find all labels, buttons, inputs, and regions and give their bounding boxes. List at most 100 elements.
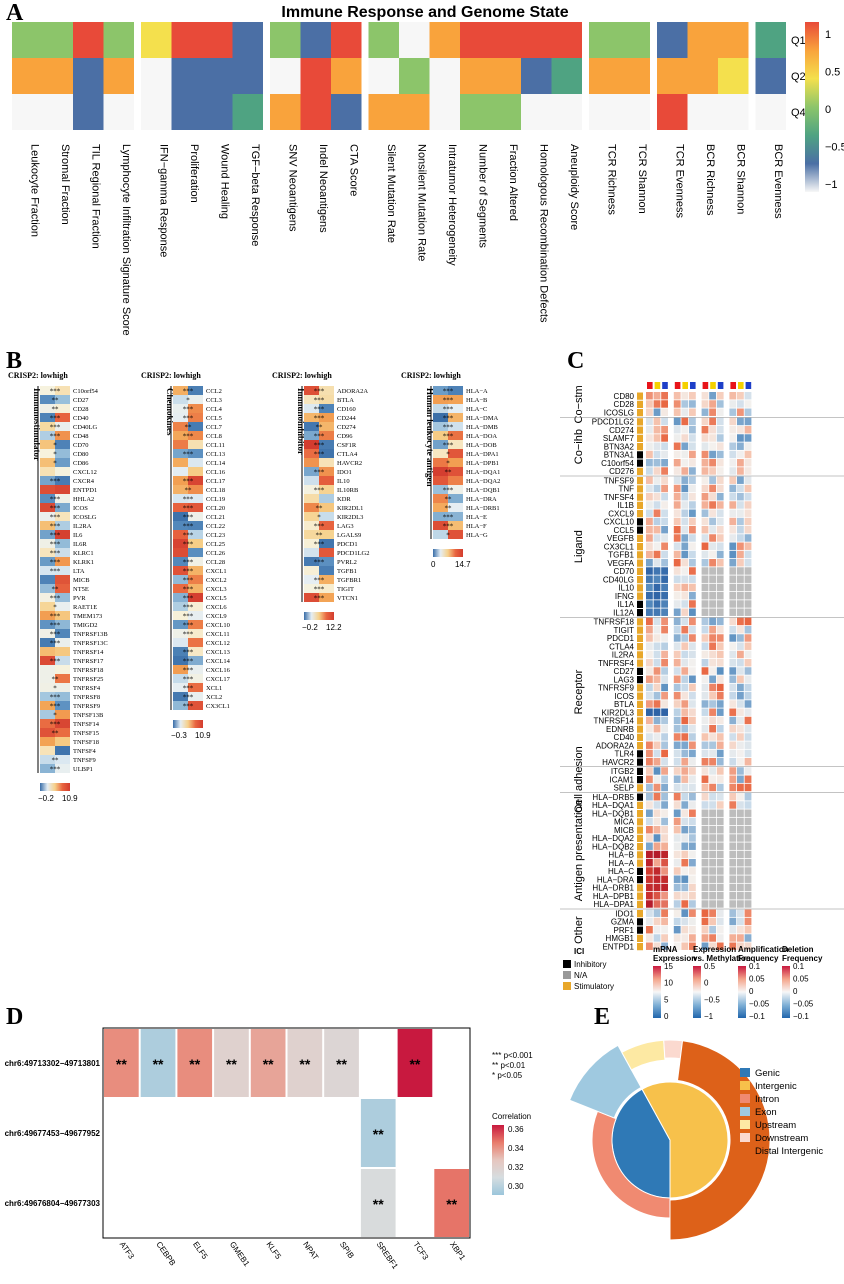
panel-b-legend-max: 10.9 xyxy=(62,794,78,803)
panel-c-cell xyxy=(737,708,744,716)
panel-c-cell xyxy=(744,942,752,950)
panel-b-header: CRISP2: lowhigh xyxy=(141,371,201,380)
panel-b-cell-low xyxy=(40,764,55,773)
panel-b-gene-label: IDO1 xyxy=(337,469,352,476)
panel-b-star: *** xyxy=(50,532,61,540)
panel-c-cell xyxy=(729,550,737,559)
panel-c-cell xyxy=(661,926,668,934)
panel-b-star: *** xyxy=(183,523,194,531)
panel-c-cell xyxy=(737,408,744,416)
panel-c-cell xyxy=(716,741,724,749)
panel-c-cell xyxy=(661,716,668,725)
panel-b-gene-label: CD40 xyxy=(73,415,89,422)
panel-c-cell xyxy=(689,883,696,892)
panel-c-cell xyxy=(701,634,709,642)
panel-c-cell xyxy=(716,526,724,534)
panel-b-cell-high xyxy=(55,449,70,458)
panel-c-gene-label: CD27 xyxy=(614,667,635,676)
panel-c-cell xyxy=(653,883,661,892)
panel-a-col-label: Number of Segments xyxy=(476,144,488,248)
panel-c-cell xyxy=(653,817,661,826)
panel-d-cell xyxy=(250,1029,286,1097)
panel-a-cell xyxy=(73,58,104,94)
panel-d-star: ** xyxy=(373,1126,384,1142)
panel-b-gene-label: ADORA2A xyxy=(337,388,368,395)
panel-b-gene-label: HLA−DQB1 xyxy=(466,487,500,494)
panel-c-cell xyxy=(681,775,689,783)
panel-a-legend-tick: 1 xyxy=(825,29,831,41)
panel-b-cell-high xyxy=(188,602,203,611)
panel-c-cell xyxy=(689,450,696,459)
panel-b-cell-low xyxy=(40,611,55,620)
panel-b-cell-low xyxy=(433,386,448,395)
panel-c-cell xyxy=(716,517,724,526)
panel-c-ici-marker xyxy=(637,801,643,809)
panel-c-cell xyxy=(661,559,668,567)
panel-b-cell-low xyxy=(304,575,319,584)
panel-d-legend-tick: 0.36 xyxy=(508,1125,524,1134)
panel-c-cell xyxy=(661,467,668,475)
panel-c-group-label: Antigen presentation xyxy=(573,800,585,901)
panel-b-gene-label: CCL14 xyxy=(206,460,226,467)
panel-e-outer-slice xyxy=(669,1040,771,1241)
panel-c-cell xyxy=(744,626,752,634)
panel-b-gene-label: VTCN1 xyxy=(337,595,358,602)
panel-c-cell xyxy=(689,600,696,608)
panel-c-cell xyxy=(716,892,724,900)
panel-c-gene-label: TGFB1 xyxy=(608,551,634,560)
panel-c-ici-marker xyxy=(637,526,643,534)
panel-a-cell xyxy=(657,22,688,58)
panel-c-cell xyxy=(744,758,752,766)
panel-b-gene-label: CXCR4 xyxy=(73,478,95,485)
panel-c-cell xyxy=(729,708,737,716)
panel-b-star: *** xyxy=(183,658,194,666)
panel-c-cell xyxy=(646,626,653,634)
panel-c-cell xyxy=(744,692,752,700)
panel-b-star: *** xyxy=(183,388,194,396)
panel-c-gene-label: TNF xyxy=(618,485,634,494)
panel-c-cell xyxy=(716,442,724,450)
panel-a-cell xyxy=(103,22,134,58)
panel-c-cell xyxy=(681,459,689,467)
panel-c-ici-marker xyxy=(637,892,643,900)
panel-c-gene-label: PRF1 xyxy=(614,926,635,935)
panel-c-cell xyxy=(737,775,744,783)
panel-b-cell-low xyxy=(173,665,188,674)
panel-b-star: *** xyxy=(443,406,454,414)
panel-c-cell xyxy=(661,733,668,741)
panel-c-cell xyxy=(646,600,653,608)
panel-c-cell xyxy=(689,793,696,801)
panel-c-cell xyxy=(737,600,744,608)
panel-c-cell xyxy=(729,434,737,442)
panel-c-cell xyxy=(729,934,737,942)
panel-a-cell xyxy=(270,58,301,94)
panel-c-cell xyxy=(709,700,716,708)
panel-c-cell xyxy=(653,650,661,659)
panel-c-gene-label: ICAM1 xyxy=(610,775,635,784)
panel-c-cell xyxy=(689,400,696,408)
panel-c-cell xyxy=(716,617,724,626)
panel-d-row-label: chr6:49677453−49677952 xyxy=(5,1129,101,1138)
panel-b-gene-label: TNFSF9 xyxy=(73,757,96,764)
panel-c-cell xyxy=(673,675,681,683)
panel-b-star: *** xyxy=(443,487,454,495)
panel-c-gene-label: BTLA xyxy=(614,700,635,709)
panel-c-cell xyxy=(729,392,737,400)
panel-c-cell xyxy=(729,467,737,475)
panel-c-cell xyxy=(689,934,696,942)
panel-c-gene-label: HLA−A xyxy=(608,859,634,868)
panel-c-cell xyxy=(729,650,737,659)
panel-c-cell xyxy=(689,542,696,550)
panel-b-cell-low xyxy=(40,485,55,494)
panel-c-cell xyxy=(701,501,709,509)
panel-b-gene-label: CXCL10 xyxy=(206,622,230,629)
panel-b-cell-low xyxy=(40,629,55,638)
panel-c-cell xyxy=(661,626,668,634)
panel-b-gene-label: PVRL2 xyxy=(337,559,357,566)
panel-c-cell xyxy=(689,767,696,775)
panel-b-cell-low xyxy=(304,593,319,602)
panel-c-cell xyxy=(716,567,724,575)
panel-c-ici-marker xyxy=(637,477,643,485)
panel-c-cell xyxy=(653,583,661,592)
panel-c-cell xyxy=(681,725,689,733)
